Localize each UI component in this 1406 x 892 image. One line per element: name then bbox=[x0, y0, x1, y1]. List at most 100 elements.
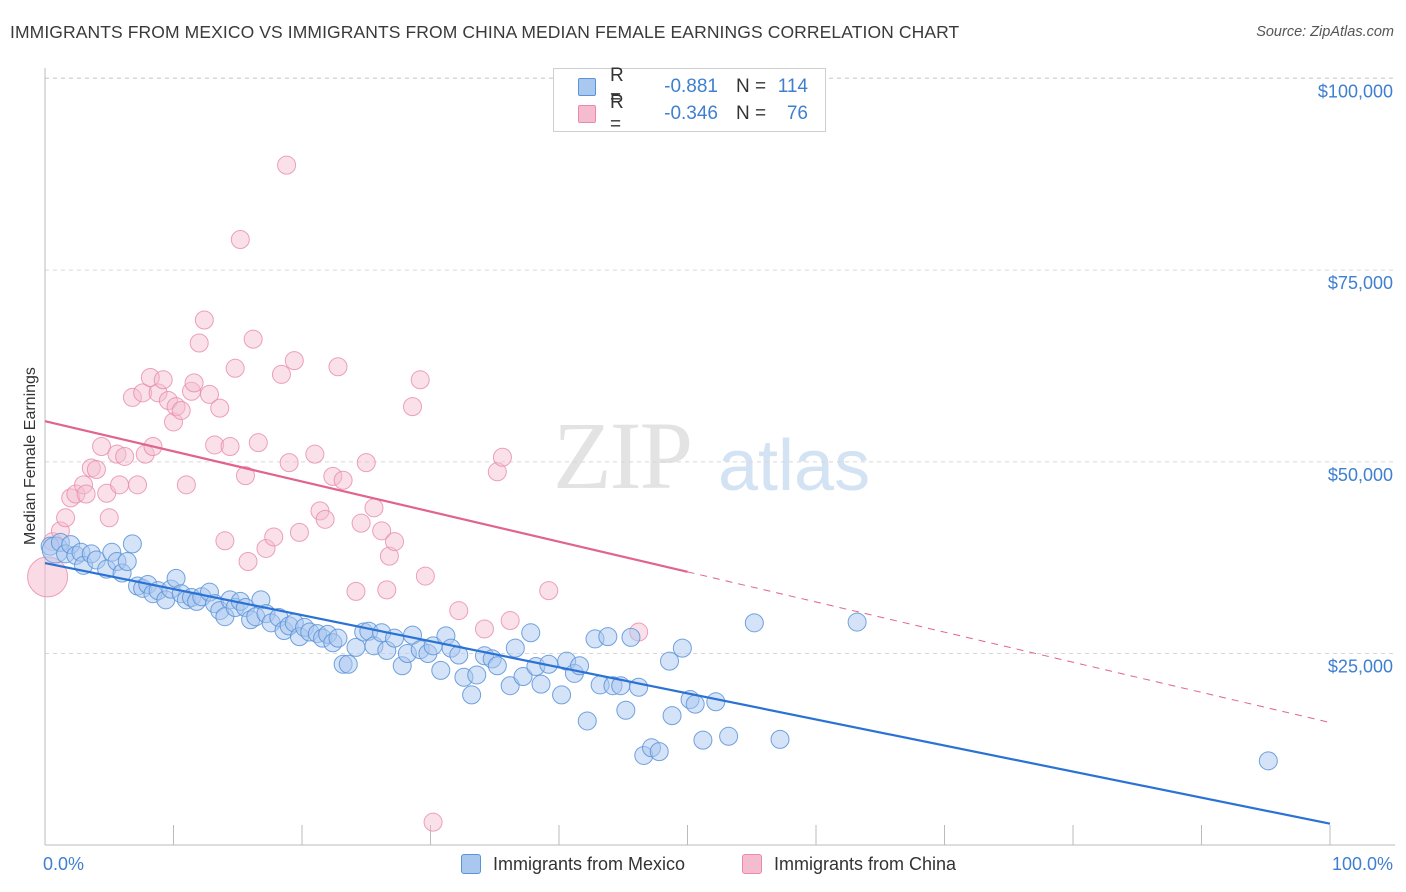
watermark-atlas: atlas bbox=[718, 426, 871, 506]
china-point bbox=[158, 391, 178, 410]
correlation-legend: R = -0.881 N = 114 R = -0.346 N = 76 bbox=[553, 65, 826, 135]
mexico-point bbox=[467, 665, 487, 685]
mexico-point bbox=[577, 711, 597, 731]
china-point bbox=[230, 230, 250, 249]
mexico-point bbox=[662, 706, 682, 726]
mexico-point bbox=[660, 651, 680, 671]
china-point bbox=[225, 358, 245, 378]
china-point bbox=[423, 812, 443, 832]
china-point bbox=[328, 357, 348, 377]
china-points bbox=[27, 155, 649, 832]
china-trend-line-extrapolated bbox=[687, 571, 1331, 723]
china-point bbox=[56, 508, 76, 528]
china-point bbox=[164, 412, 183, 432]
x-tick-label-0: 0.0% bbox=[43, 854, 84, 874]
mexico-point bbox=[487, 656, 507, 676]
mexico-point bbox=[598, 627, 618, 647]
trend-lines bbox=[44, 420, 1331, 825]
y-axis-title: Median Female Earnings bbox=[22, 367, 39, 545]
china-point bbox=[346, 581, 366, 601]
china-point bbox=[194, 310, 214, 330]
mexico-point bbox=[847, 612, 867, 632]
china-point bbox=[99, 508, 119, 528]
china-point bbox=[122, 387, 142, 407]
mexico-point bbox=[462, 685, 482, 705]
china-point bbox=[189, 333, 209, 353]
y-tick-label-0: $25,000 bbox=[1328, 657, 1393, 677]
china-point bbox=[210, 398, 230, 418]
china-point bbox=[264, 527, 284, 547]
china-point bbox=[351, 513, 371, 533]
china-point bbox=[449, 601, 469, 621]
china-point bbox=[238, 552, 258, 571]
china-point bbox=[500, 611, 520, 631]
china-point bbox=[323, 466, 343, 486]
mexico-points bbox=[40, 532, 1278, 771]
china-point bbox=[243, 329, 263, 349]
legend-r-value-china: -0.346 bbox=[664, 103, 718, 124]
china-point bbox=[356, 453, 376, 473]
china-point bbox=[277, 155, 297, 175]
china-point bbox=[487, 462, 507, 482]
china-point bbox=[364, 498, 384, 518]
bottom-legend-label-mexico: Immigrants from Mexico bbox=[493, 853, 686, 874]
mexico-point bbox=[431, 660, 451, 680]
mexico-point bbox=[744, 613, 764, 633]
watermark-zip: ZIP bbox=[553, 402, 693, 509]
bottom-legend-mexico: Immigrants from Mexico bbox=[461, 852, 685, 876]
bottom-swatch-china bbox=[742, 854, 762, 874]
mexico-point bbox=[338, 654, 358, 674]
y-tick-label-3: $100,000 bbox=[1318, 82, 1393, 102]
mexico-point bbox=[328, 628, 348, 648]
china-point bbox=[107, 444, 127, 464]
china-point bbox=[289, 522, 309, 542]
mexico-trend-line bbox=[44, 561, 1331, 825]
china-point bbox=[379, 546, 399, 566]
china-point bbox=[410, 370, 430, 390]
china-point bbox=[61, 488, 81, 508]
source-label: Source: ZipAtlas.com bbox=[1256, 24, 1394, 40]
legend-n-label-china: N = bbox=[736, 103, 767, 124]
china-point bbox=[92, 437, 112, 456]
china-point bbox=[76, 484, 96, 504]
china-point bbox=[166, 397, 186, 417]
mexico-point bbox=[521, 623, 541, 643]
mexico-point bbox=[117, 552, 137, 571]
mexico-point bbox=[706, 692, 726, 712]
bottom-swatch-mexico bbox=[461, 854, 481, 874]
china-point bbox=[271, 364, 291, 384]
legend-r-label-china: R = bbox=[610, 92, 624, 135]
mexico-point bbox=[500, 676, 520, 696]
mexico-point bbox=[770, 729, 790, 749]
mexico-point bbox=[629, 677, 649, 697]
axes bbox=[44, 68, 1395, 846]
china-point bbox=[279, 453, 299, 473]
china-point bbox=[199, 384, 219, 404]
mexico-point bbox=[693, 730, 713, 750]
china-point bbox=[184, 373, 204, 393]
mexico-point bbox=[531, 674, 551, 694]
legend-r-label-mexico: R = bbox=[610, 65, 624, 108]
bottom-legend-label-china: Immigrants from China bbox=[774, 853, 957, 874]
mexico-point bbox=[719, 726, 739, 746]
china-point bbox=[403, 397, 423, 417]
china-trend-line bbox=[44, 420, 688, 573]
china-point bbox=[474, 619, 494, 639]
china-point bbox=[133, 383, 153, 403]
x-tick-label-1: 100.0% bbox=[1332, 854, 1393, 874]
mexico-point bbox=[672, 638, 692, 658]
legend-n-value-china: 76 bbox=[786, 103, 808, 124]
y-tick-label-2: $75,000 bbox=[1328, 273, 1393, 293]
china-point bbox=[74, 475, 94, 495]
legend-r-value-mexico: -0.881 bbox=[664, 76, 718, 97]
legend-swatch-china bbox=[578, 105, 596, 123]
mexico-point bbox=[685, 694, 705, 714]
china-point bbox=[385, 532, 405, 552]
china-point bbox=[176, 475, 196, 495]
legend-swatch-mexico bbox=[578, 78, 596, 96]
china-point bbox=[377, 580, 397, 600]
china-point bbox=[86, 460, 106, 479]
china-point bbox=[315, 509, 335, 529]
china-point bbox=[415, 566, 435, 586]
